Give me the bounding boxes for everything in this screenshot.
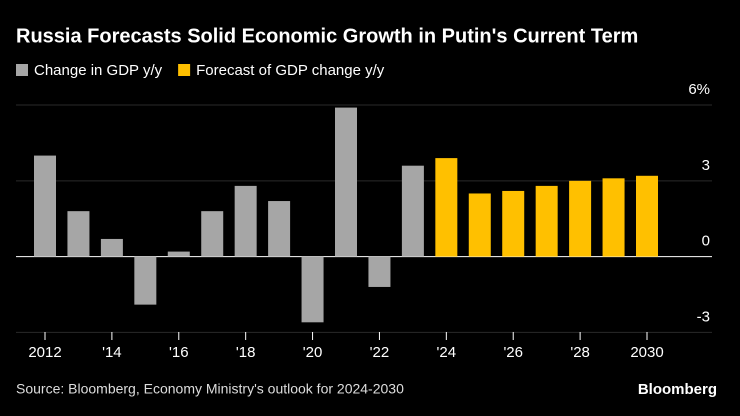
bar (602, 178, 625, 257)
bar (569, 180, 592, 257)
x-tick-label: '22 (370, 344, 390, 361)
chart-title: Russia Forecasts Solid Economic Growth i… (16, 25, 638, 47)
legend-swatch (16, 64, 28, 76)
bar (636, 175, 658, 257)
bar (335, 107, 357, 257)
x-tick-label: 2012 (28, 344, 61, 361)
bar (234, 185, 257, 257)
y-tick-label: 3 (702, 157, 710, 174)
legend-label: Forecast of GDP change y/y (196, 62, 385, 79)
legend-label: Change in GDP y/y (34, 62, 163, 79)
source: Source: Bloomberg, Economy Ministry's ou… (16, 381, 404, 397)
bar (401, 165, 424, 257)
bar (167, 251, 190, 257)
bar (468, 193, 491, 257)
legend-swatch (178, 64, 191, 76)
bar (34, 155, 56, 257)
x-tick-label: '18 (236, 344, 256, 361)
bar (368, 256, 391, 287)
bar (134, 256, 157, 305)
x-tick-label: '26 (503, 344, 523, 361)
bar (502, 190, 525, 257)
y-tick-label: 6% (688, 81, 710, 98)
bar (301, 256, 324, 323)
y-tick-label: -3 (697, 308, 710, 325)
bar (435, 158, 458, 257)
bar (67, 211, 90, 257)
x-tick-label: '20 (303, 344, 323, 361)
x-tick-label: '14 (102, 344, 122, 361)
x-tick-label: '28 (570, 344, 590, 361)
bar (201, 211, 224, 257)
y-tick-label: 0 (702, 233, 710, 250)
x-tick-label: 2030 (630, 344, 663, 361)
x-tick-label: '16 (169, 344, 189, 361)
bar (100, 238, 123, 257)
bar (268, 201, 291, 257)
bar (535, 185, 558, 257)
logo: Bloomberg (638, 381, 717, 398)
x-tick-label: '24 (437, 344, 457, 361)
